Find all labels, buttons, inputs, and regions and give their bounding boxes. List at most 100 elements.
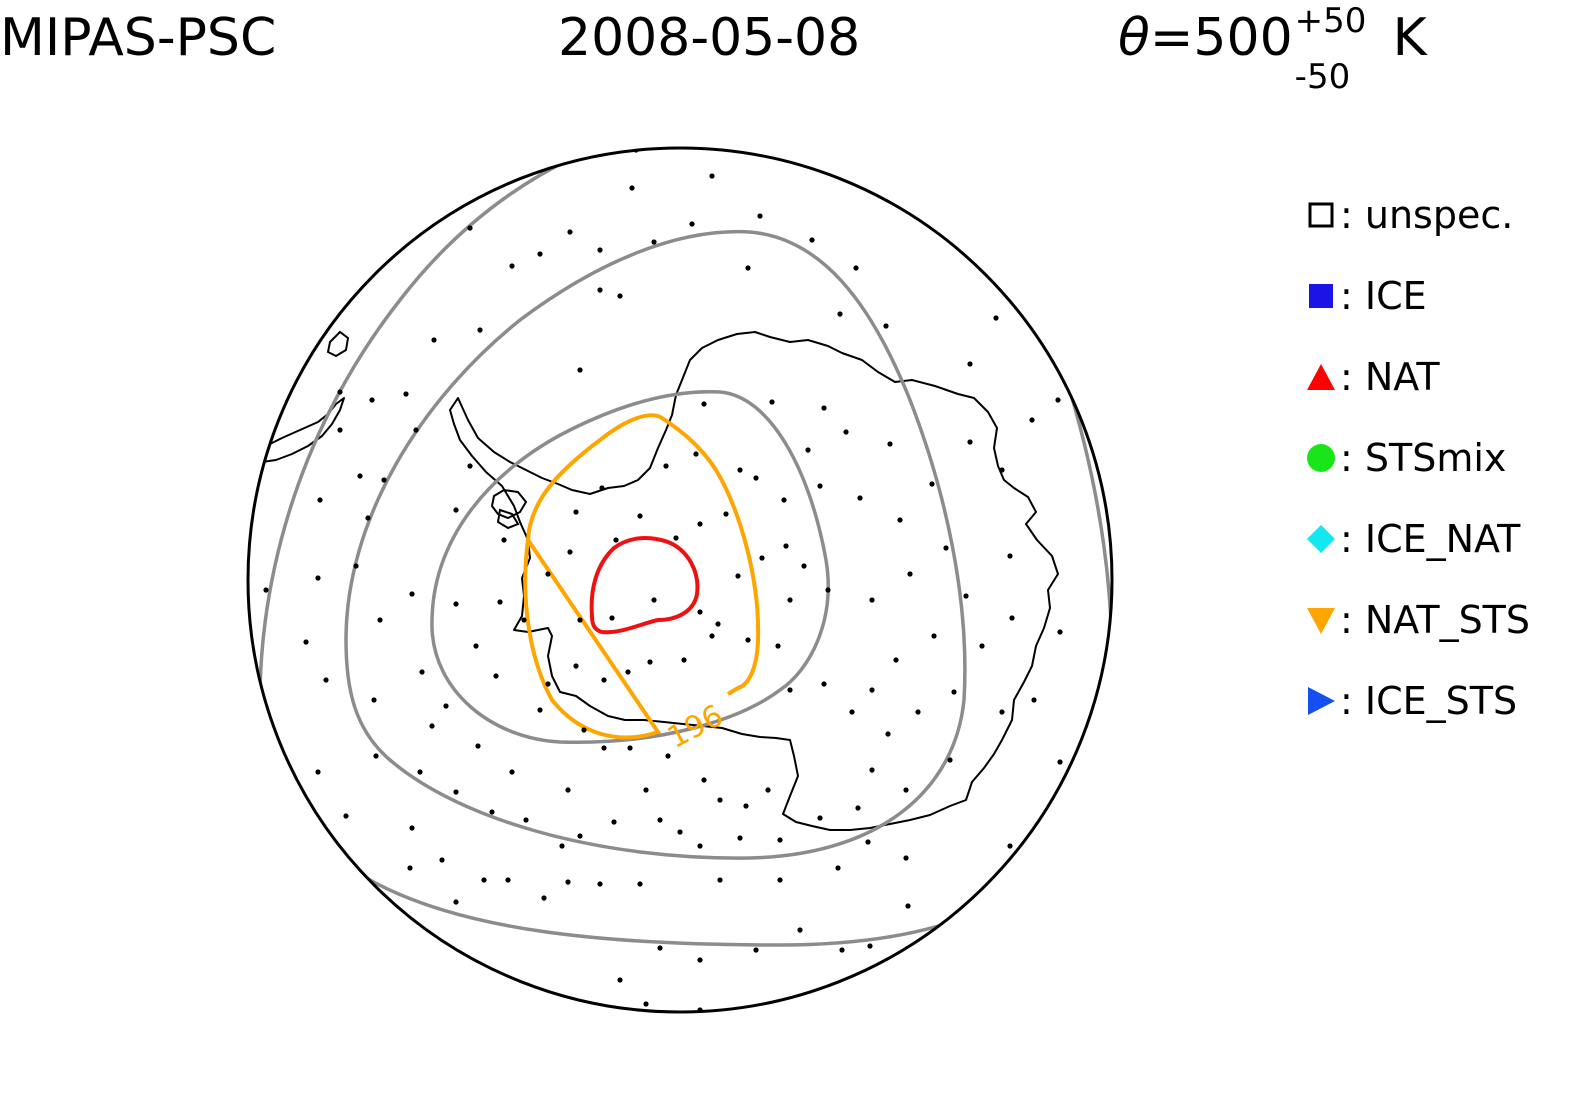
observation-dot — [783, 543, 789, 549]
legend-label: : NAT — [1340, 355, 1440, 399]
observation-points — [263, 148, 1186, 1012]
temperature-contour-mid — [344, 229, 967, 860]
theta-equals: = — [1149, 8, 1194, 68]
observation-dot — [985, 923, 991, 929]
observation-dot — [537, 251, 543, 257]
observation-dot — [453, 601, 459, 607]
observation-dot — [709, 633, 715, 639]
observation-dot — [781, 497, 787, 503]
observation-dot — [835, 865, 841, 871]
theta-upper-range: +50 — [1294, 1, 1367, 41]
contour-cold-core — [589, 536, 700, 635]
observation-dot — [887, 441, 893, 447]
observation-dot — [797, 927, 803, 933]
circle-icon — [1307, 444, 1335, 472]
diamond-icon — [1307, 525, 1335, 553]
observation-dot — [1117, 499, 1122, 504]
observation-dot — [745, 637, 751, 643]
observation-dot — [787, 597, 793, 603]
observation-dot — [943, 545, 949, 551]
observation-dot — [737, 835, 743, 841]
observation-dot — [947, 757, 953, 763]
observation-dot — [1181, 407, 1186, 412]
observation-dot — [743, 803, 749, 809]
observation-dot — [865, 839, 871, 845]
observation-dot — [765, 787, 771, 793]
observation-dot — [501, 537, 507, 543]
observation-dot — [1055, 397, 1061, 403]
observation-dot — [419, 669, 425, 675]
observation-dot — [1037, 883, 1043, 889]
observation-dot — [999, 467, 1005, 473]
observation-dot — [657, 817, 663, 823]
observation-dot — [337, 389, 343, 395]
observation-dot — [701, 777, 707, 783]
observation-dot — [637, 881, 643, 887]
observation-dot — [381, 477, 387, 483]
observation-dot — [343, 813, 349, 819]
observation-dot — [1147, 537, 1152, 542]
observation-dot — [541, 895, 547, 901]
triangle-up-icon — [1307, 364, 1335, 390]
observation-dot — [577, 367, 583, 373]
observation-dot — [357, 473, 363, 479]
observation-dot — [565, 879, 571, 885]
observation-dot — [473, 643, 479, 649]
observation-dot — [315, 575, 321, 581]
observation-dot — [681, 657, 687, 663]
observation-dot — [493, 673, 499, 679]
observation-dot — [737, 467, 743, 473]
observation-dot — [881, 183, 887, 189]
date-title: 2008-05-08 — [558, 8, 861, 68]
observation-dot — [757, 213, 763, 219]
observation-dot — [323, 677, 329, 683]
falkland-islands — [326, 330, 350, 358]
observation-dot — [453, 899, 459, 905]
observation-dot — [625, 669, 631, 675]
triangle-right-icon — [1308, 687, 1335, 715]
observation-dot — [521, 617, 527, 623]
observation-dot — [353, 563, 359, 569]
theta-symbol: θ — [1118, 8, 1150, 68]
observation-dot — [801, 563, 807, 569]
observation-dot — [817, 815, 823, 821]
observation-dot — [839, 947, 845, 953]
observation-dot — [647, 659, 653, 665]
observation-dot — [505, 877, 511, 883]
observation-dot — [573, 509, 579, 515]
observation-dot — [855, 805, 861, 811]
observation-dot — [697, 521, 703, 527]
observation-dot — [509, 263, 515, 269]
observation-dot — [1029, 417, 1035, 423]
observation-dot — [467, 463, 473, 469]
legend-label: : ICE_STS — [1340, 679, 1518, 723]
observation-dot — [315, 769, 321, 775]
observation-dot — [689, 221, 695, 227]
filled-square-icon — [1309, 284, 1333, 308]
observation-dot — [735, 573, 741, 579]
observation-dot — [1007, 553, 1013, 559]
observation-dot — [665, 753, 671, 759]
observation-dot — [597, 247, 603, 253]
observation-dot — [573, 663, 579, 669]
observation-dot — [657, 945, 663, 951]
observation-dot — [477, 327, 483, 333]
observation-dot — [753, 947, 759, 953]
observation-dot — [629, 185, 635, 191]
observation-dot — [577, 833, 583, 839]
observation-dot — [869, 597, 875, 603]
map-header: MIPAS-PSC 2008-05-08 θ=500 +50 -50 K — [0, 0, 1587, 110]
observation-dot — [979, 643, 985, 649]
observation-dot — [715, 621, 721, 627]
observation-dot — [537, 707, 543, 713]
observation-dot — [967, 361, 973, 367]
observation-dot — [709, 173, 715, 179]
observation-dot — [1057, 629, 1063, 635]
observation-dot — [777, 877, 783, 883]
observation-dot — [929, 481, 935, 487]
observation-dot — [717, 877, 723, 883]
observation-dot — [1107, 717, 1112, 723]
observation-dot — [787, 687, 793, 693]
observation-dot — [903, 787, 909, 793]
observation-dot — [567, 549, 573, 555]
